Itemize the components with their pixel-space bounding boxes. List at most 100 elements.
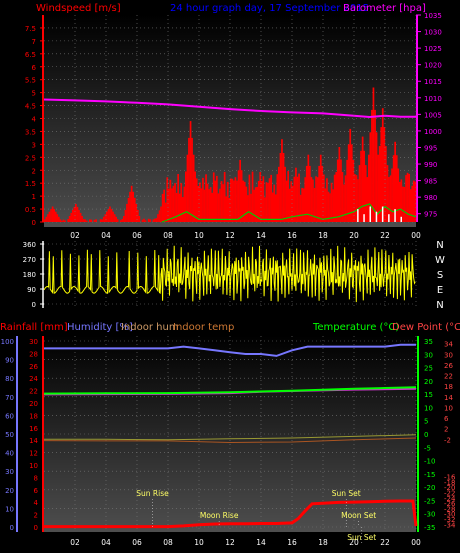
indoor-temp-line: [43, 437, 417, 444]
wind-speed-bar: [161, 193, 164, 222]
wind-speed-bar: [372, 87, 375, 222]
wind-speed-bar: [386, 165, 389, 222]
wind-x-tick-label: 04: [101, 231, 111, 240]
wind-gust-bar: [381, 206, 384, 222]
wind-speed-bar: [64, 220, 66, 222]
wind-speed-bar: [326, 178, 328, 222]
wind-speed-bar: [45, 216, 48, 222]
wind-speed-bar: [174, 183, 176, 222]
wind-speed-bar: [141, 219, 144, 222]
wind-speed-bar: [119, 220, 122, 222]
dewpoint-tick-label: -20: [444, 484, 455, 492]
wind-speed-bar: [231, 178, 234, 222]
wind-speed-bar: [130, 185, 133, 222]
barometer-tick-label: 1010: [424, 95, 442, 103]
wind-speed-bar: [216, 175, 218, 222]
wind-speed-bar: [293, 176, 296, 222]
wind-speed-bar: [247, 195, 249, 222]
wind-speed-bar: [113, 214, 116, 222]
wind-speed-bar: [268, 178, 271, 222]
dewpoint-tick-label: 22: [444, 373, 453, 381]
wind-speed-bar: [169, 179, 172, 222]
wind-speed-bar: [381, 108, 384, 222]
wind-speed-bar: [171, 188, 173, 222]
humidity-tick-label: 50: [5, 431, 14, 439]
wind-speed-bar: [261, 181, 263, 222]
dewpoint-tick-label: -26: [444, 500, 456, 508]
wind-speed-bar: [305, 165, 308, 222]
wind-speed-bar: [212, 172, 215, 222]
wind-speed-bar: [375, 132, 378, 222]
wind-speed-bar: [180, 183, 183, 222]
humidity-tick-label: 90: [5, 357, 14, 365]
wind-speed-bar: [144, 220, 147, 222]
rain-tick-label: 24: [29, 375, 38, 383]
temp-tick-label: -15: [424, 471, 435, 479]
wind-speed-bar: [158, 210, 161, 222]
wind-speed-bar: [324, 188, 327, 222]
wind-speed-bar: [292, 185, 294, 222]
wind-speed-bar: [149, 219, 152, 222]
wind-x-tick-label: 12: [225, 231, 235, 240]
wind-speed-bar: [287, 171, 289, 222]
wind-speed-bar: [155, 218, 158, 222]
wind-speed-bar: [143, 218, 145, 222]
wind-speed-bar: [70, 212, 73, 222]
wind-speed-bar: [195, 178, 198, 222]
wind-x-tick-label: 22: [380, 231, 390, 240]
dewpoint-tick-label: -30: [444, 511, 455, 519]
humidity-line: [44, 343, 416, 357]
wind-speed-bar: [211, 192, 214, 222]
wind-speed-bar: [147, 218, 150, 222]
wind-speed-bar: [239, 159, 241, 222]
dewpoint-tick-label: 6: [444, 415, 449, 423]
barometer-tick-label: 995: [424, 144, 437, 152]
wind-speed-bar: [271, 192, 274, 222]
wind-speed-bar: [240, 170, 243, 222]
wind-speed-bar: [388, 177, 390, 222]
temp-tick-label: 20: [424, 378, 433, 386]
weather-x-tick-label: 22: [380, 538, 390, 547]
wind-speed-bar: [335, 172, 338, 222]
humidity-tick-label: 100: [1, 338, 14, 346]
wind-tick-label: 6.5: [25, 51, 36, 59]
wind-speed-bar: [82, 219, 85, 222]
wind-speed-bar: [71, 209, 74, 222]
wind-speed-bar: [217, 193, 220, 222]
wind-speed-bar: [363, 150, 365, 222]
wind-tick-label: 6: [32, 64, 37, 72]
weather-x-tick-label: 06: [132, 538, 142, 547]
astro-label: Sun Set: [347, 533, 376, 542]
wind-speed-bar: [254, 187, 257, 222]
wind-speed-bar: [397, 168, 400, 222]
weather-x-tick-label: 08: [163, 538, 173, 547]
weather-x-tick-label: 16: [287, 538, 297, 547]
wind-speed-bar: [192, 154, 195, 222]
temp-tick-label: 15: [424, 391, 433, 399]
wind-speed-bar: [54, 211, 57, 222]
wind-speed-bar: [44, 219, 46, 222]
wind-speed-bar: [234, 177, 237, 222]
wind-speed-bar: [330, 182, 333, 222]
wind-speed-bar: [248, 174, 251, 222]
wind-tick-label: 7: [32, 38, 36, 46]
wind-speed-bar: [285, 180, 288, 222]
rain-tick-label: 0: [34, 524, 38, 532]
wind-speed-bar: [245, 186, 248, 222]
wind-speed-bar: [200, 188, 203, 222]
wind-gust-bar: [369, 206, 371, 222]
dewpoint-tick-label: -18: [444, 479, 455, 487]
direction-tick-label: 360: [23, 241, 36, 249]
direction-tick-label: 0: [32, 301, 36, 309]
wind-speed-bar: [257, 181, 260, 222]
compass-label: S: [437, 270, 443, 281]
wind-x-tick-label: 18: [318, 231, 328, 240]
wind-speed-bar: [206, 183, 209, 222]
compass-label: E: [437, 285, 443, 296]
barometer-tick-label: 1020: [424, 62, 442, 70]
wind-speed-bar: [164, 202, 167, 222]
temp-tick-label: 10: [424, 404, 433, 412]
legend-indoor-hum: Indoor hum: [121, 322, 179, 333]
legend-temperature: Temperature (°C): [312, 322, 399, 333]
barometer-tick-label: 975: [424, 211, 437, 219]
